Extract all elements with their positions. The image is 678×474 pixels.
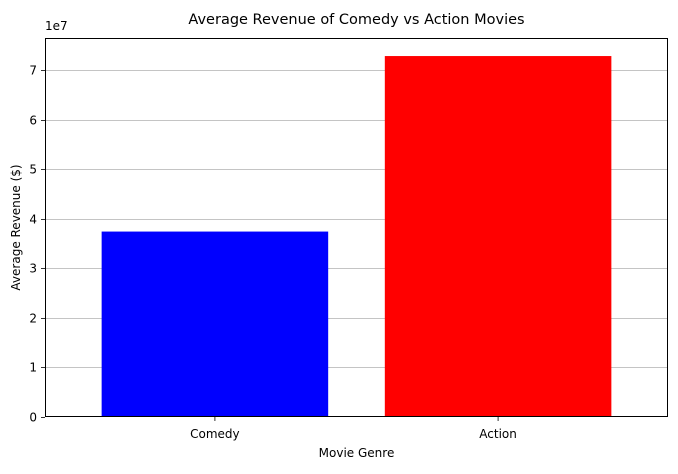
axis-ticks: 0 1 2 3 4 5 6 7 Comedy Action — [29, 64, 517, 442]
bar-comedy — [101, 231, 329, 417]
y-tick-label: 2 — [29, 312, 37, 326]
x-axis-label: Movie Genre — [319, 446, 395, 460]
x-tick-label: Action — [479, 427, 517, 441]
y-tick-label: 1 — [29, 361, 37, 375]
bars — [101, 56, 612, 418]
chart-title: Average Revenue of Comedy vs Action Movi… — [188, 12, 524, 28]
y-axis-label: Average Revenue ($) — [9, 164, 23, 290]
y-tick-label: 7 — [29, 64, 37, 78]
y-tick-label: 5 — [29, 163, 37, 177]
x-tick-label: Comedy — [190, 427, 240, 441]
y-tick-label: 6 — [29, 114, 37, 128]
plot-frame — [45, 38, 668, 417]
bar-action — [384, 56, 612, 418]
y-tick-label: 0 — [29, 411, 37, 425]
y-tick-label: 4 — [29, 213, 37, 227]
y-tick-label: 3 — [29, 262, 37, 276]
y-axis-offset-label: 1e7 — [45, 19, 68, 33]
